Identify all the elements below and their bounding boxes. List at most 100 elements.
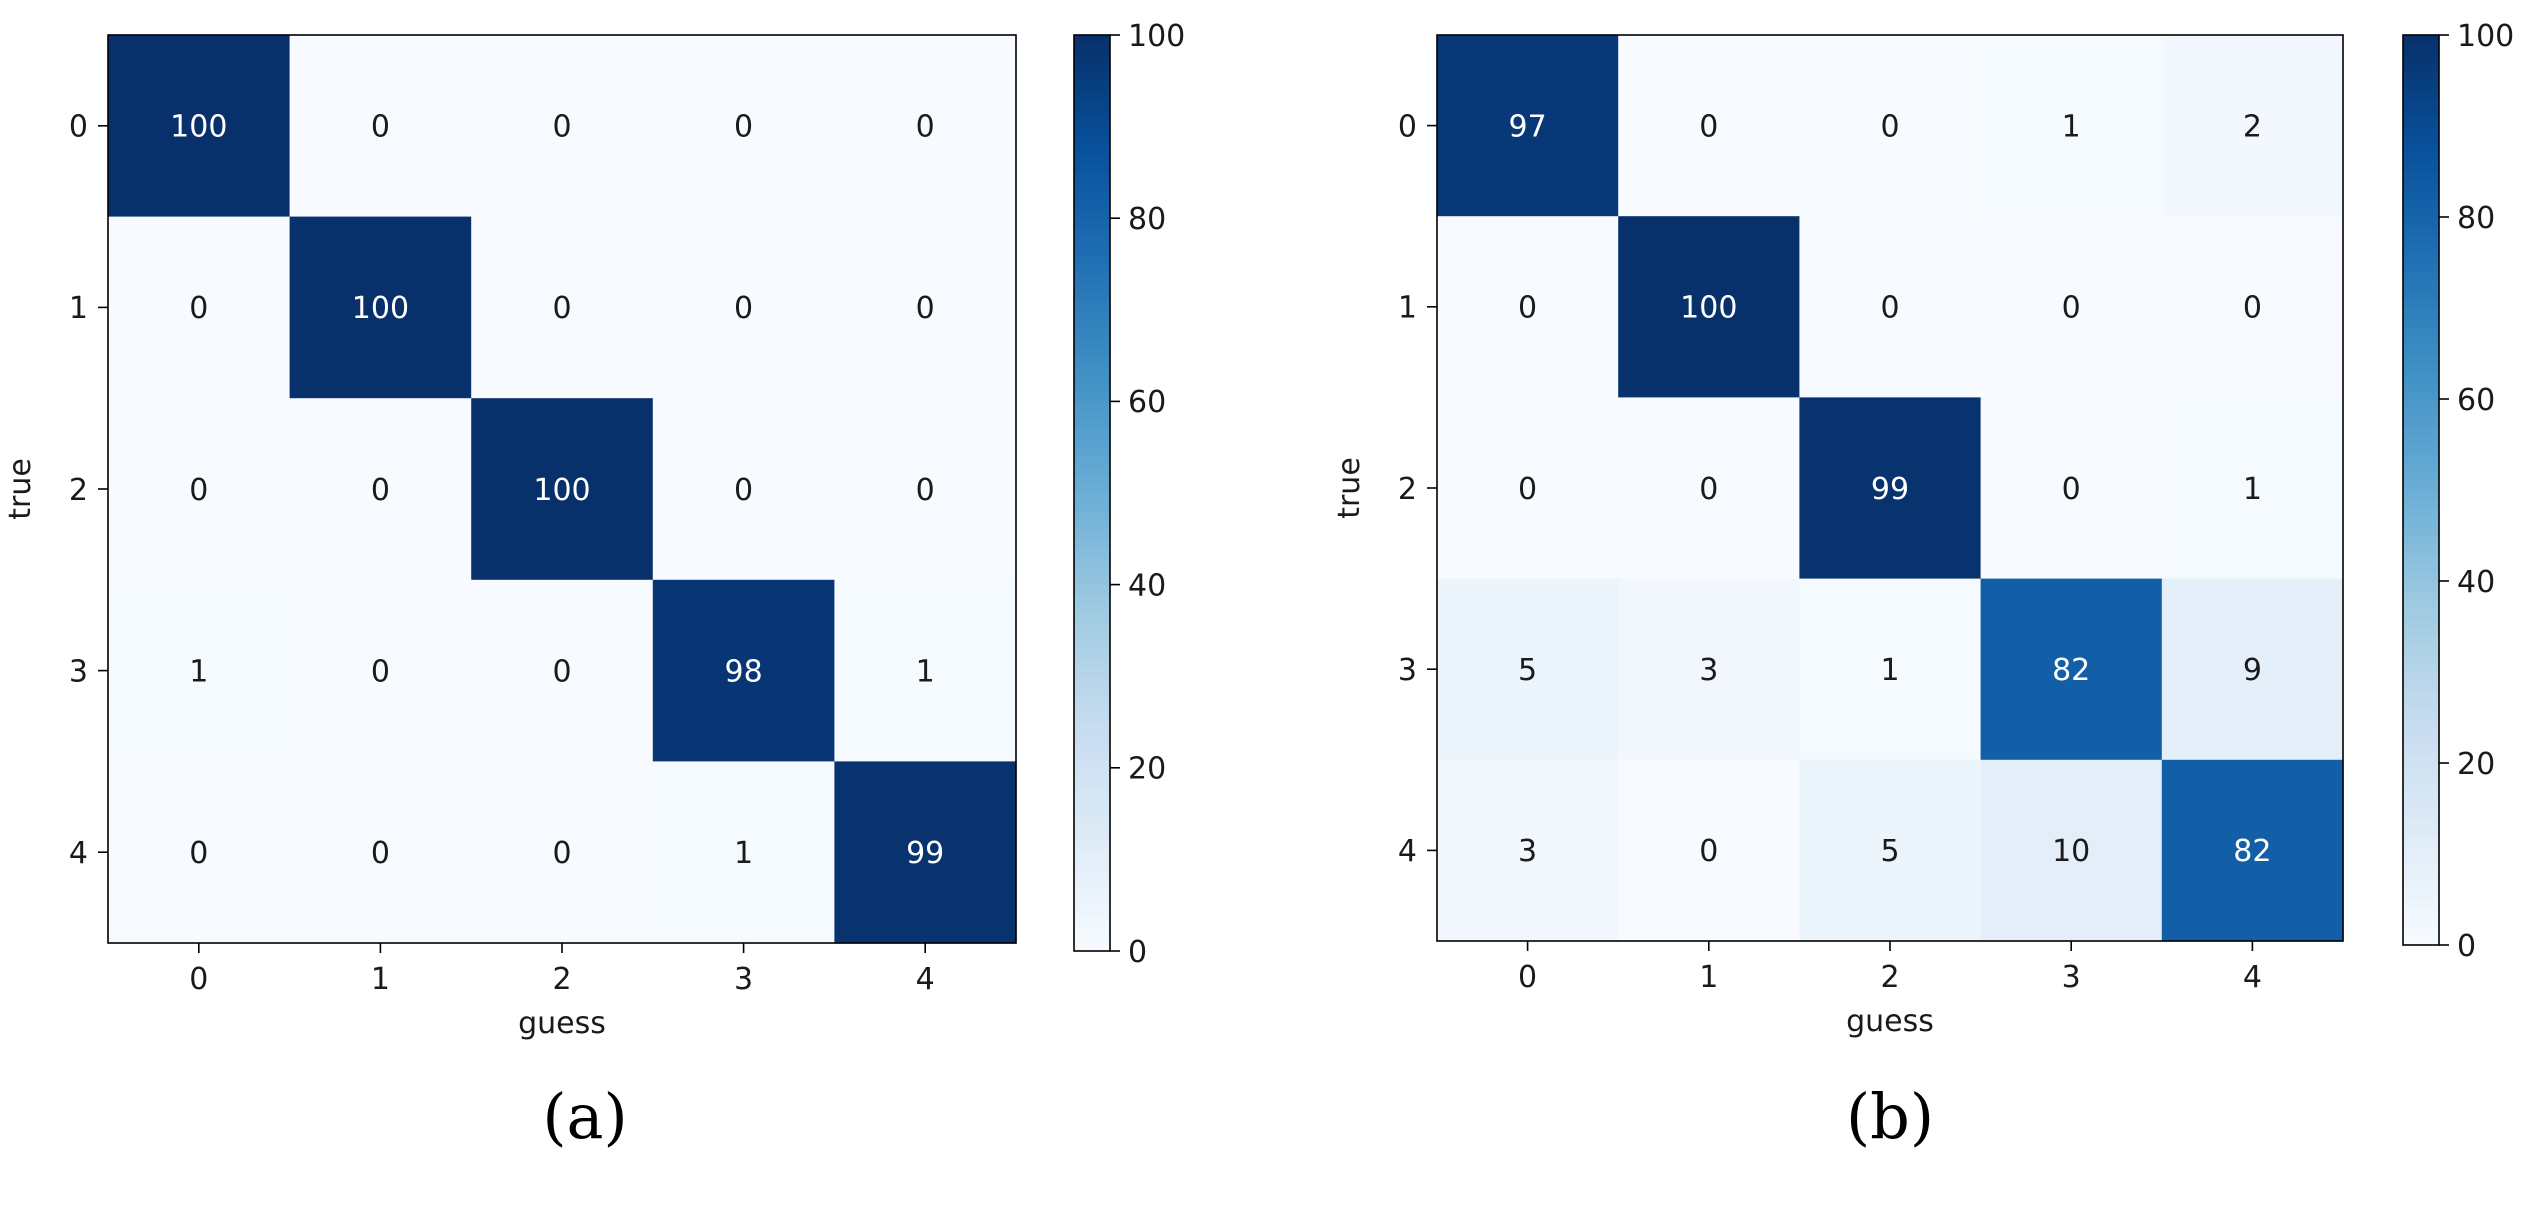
x-tick-label: 3	[734, 962, 753, 997]
colorbar-segment	[1074, 612, 1110, 623]
colorbar-segment	[1074, 282, 1110, 293]
colorbar-segment	[1074, 62, 1110, 73]
colorbar-segment	[2403, 608, 2439, 619]
heatmap-cell	[1980, 759, 2163, 942]
colorbar-segment	[2403, 480, 2439, 491]
colorbar-segment	[2403, 417, 2439, 428]
colorbar-segment	[1074, 758, 1110, 769]
heatmap-cell	[834, 398, 1017, 581]
colorbar-segment	[2403, 681, 2439, 691]
cell-value-label: 0	[552, 836, 571, 871]
colorbar-tick-label: 80	[2457, 201, 2495, 236]
colorbar-segment	[1074, 923, 1110, 934]
colorbar-segment	[2403, 53, 2439, 64]
colorbar-segment	[1074, 172, 1110, 183]
colorbar-segment	[2403, 899, 2439, 910]
cell-value-label: 82	[2233, 834, 2271, 869]
cell-value-label: 0	[2243, 291, 2262, 326]
heatmap-cell	[2161, 578, 2344, 761]
colorbar-segment	[2403, 854, 2439, 864]
heatmap-cell	[1437, 578, 1619, 761]
heatmap-cell	[652, 398, 835, 581]
colorbar-segment	[2403, 144, 2439, 155]
heatmap-cell	[1980, 397, 2163, 580]
x-tick-label: 4	[2243, 960, 2262, 995]
heatmap-cell	[471, 398, 654, 581]
colorbar-segment	[1074, 80, 1110, 91]
colorbar-segment	[1074, 410, 1110, 421]
colorbar-segment	[1074, 154, 1110, 165]
x-tick-label: 1	[1699, 960, 1718, 995]
colorbar-segment	[1074, 584, 1110, 595]
cell-value-label: 5	[1518, 653, 1537, 688]
heatmap-cell	[289, 35, 472, 218]
colorbar-segment	[1074, 941, 1110, 952]
colorbar-tick-label: 0	[2457, 929, 2476, 964]
colorbar-segment	[2403, 135, 2439, 145]
colorbar-segment	[1074, 163, 1110, 174]
colorbar-segment	[1074, 712, 1110, 723]
colorbar-segment	[2403, 444, 2439, 455]
colorbar-segment	[1074, 364, 1110, 375]
heatmap-cell	[2161, 35, 2344, 217]
colorbar-segment	[2403, 763, 2439, 773]
colorbar-segment	[2403, 399, 2439, 409]
colorbar-segment	[1074, 822, 1110, 833]
heatmap-cell	[1799, 35, 1982, 217]
colorbar-segment	[1074, 502, 1110, 513]
colorbar-segment	[1074, 493, 1110, 503]
colorbar-segment	[1074, 722, 1110, 732]
cell-value-label: 5	[1880, 834, 1899, 869]
colorbar-segment	[2403, 353, 2439, 364]
cell-value-label: 100	[352, 291, 409, 326]
colorbar-segment	[2403, 71, 2439, 82]
cell-value-label: 0	[371, 836, 390, 871]
colorbar-segment	[2403, 308, 2439, 318]
colorbar-segment	[1074, 245, 1110, 256]
colorbar-segment	[2403, 908, 2439, 919]
colorbar-frame	[1073, 34, 1111, 952]
colorbar-segment	[2403, 280, 2439, 291]
colorbar-segment	[2403, 717, 2439, 728]
colorbar-segment	[1074, 383, 1110, 394]
colorbar-segment	[1074, 694, 1110, 705]
panel-label-a: (a)	[542, 1080, 628, 1153]
colorbar-segment	[2403, 562, 2439, 573]
colorbar-segment	[2403, 926, 2439, 937]
colorbar-segment	[2403, 344, 2439, 355]
colorbar-segment	[1074, 401, 1110, 412]
heatmap-cell	[108, 35, 291, 218]
colorbar-segment	[1074, 850, 1110, 861]
colorbar-segment	[1074, 703, 1110, 714]
colorbar-segment	[1074, 419, 1110, 430]
colorbar-segment	[2403, 162, 2439, 173]
colorbar-segment	[2403, 708, 2439, 719]
cell-value-label: 0	[1699, 472, 1718, 507]
heatmap-cell	[834, 216, 1017, 399]
heatmap-cell	[652, 579, 835, 762]
cell-value-label: 3	[1518, 834, 1537, 869]
x-tick-label: 3	[2062, 960, 2081, 995]
colorbar-segment	[1074, 126, 1110, 137]
colorbar-segment	[2403, 863, 2439, 873]
colorbar-segment	[2403, 180, 2439, 191]
colorbar-segment	[2403, 335, 2439, 346]
colorbar-segment	[1074, 685, 1110, 696]
colorbar-segment	[2403, 462, 2439, 473]
cell-value-label: 1	[734, 836, 753, 871]
colorbar-segment	[1074, 35, 1110, 45]
colorbar-tick-label: 40	[2457, 565, 2495, 600]
heatmap-cell	[289, 579, 472, 762]
cell-value-label: 3	[1699, 653, 1718, 688]
colorbar-segment	[1074, 877, 1110, 888]
colorbar-segment	[2403, 690, 2439, 701]
colorbar-segment	[2403, 362, 2439, 373]
x-axis-label: guess	[1846, 1004, 1934, 1039]
colorbar-segment	[1074, 648, 1110, 659]
colorbar-segment	[2403, 380, 2439, 391]
cell-value-label: 0	[189, 291, 208, 326]
colorbar-segment	[1074, 868, 1110, 879]
colorbar-segment	[1074, 135, 1110, 146]
colorbar-segment	[1074, 209, 1110, 219]
colorbar-segment	[2403, 817, 2439, 828]
